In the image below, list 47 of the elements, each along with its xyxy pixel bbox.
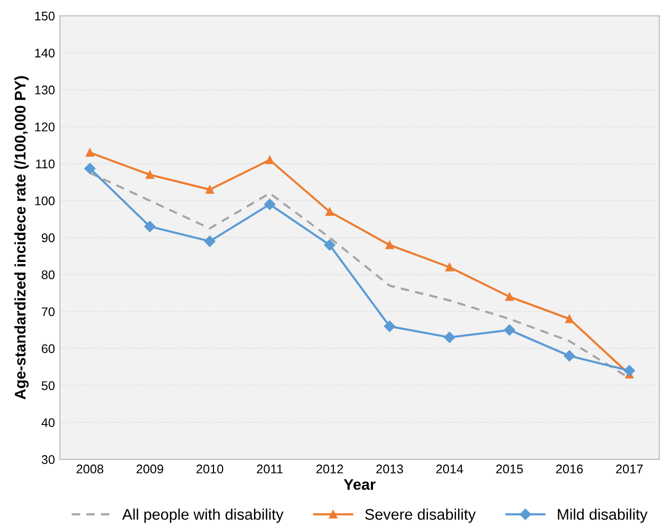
legend-label: Severe disability bbox=[365, 508, 476, 523]
point bbox=[264, 198, 276, 210]
y-tick-label: 50 bbox=[42, 381, 55, 390]
y-tick-label: 130 bbox=[35, 86, 55, 94]
point bbox=[444, 332, 456, 343]
y-tick-label: 110 bbox=[36, 159, 55, 168]
x-tick-label: 2014 bbox=[436, 464, 464, 474]
point bbox=[624, 365, 635, 376]
x-tick-label: 2013 bbox=[376, 464, 403, 474]
y-tick-label: 70 bbox=[42, 307, 55, 316]
x-tick-label: 2017 bbox=[616, 464, 643, 474]
point bbox=[86, 148, 94, 157]
y-tick-label: 80 bbox=[42, 270, 55, 280]
point bbox=[445, 263, 454, 272]
point bbox=[146, 170, 154, 179]
point bbox=[204, 236, 216, 247]
y-tick-label: 140 bbox=[35, 48, 55, 58]
point bbox=[206, 185, 214, 194]
x-tick-label: 2015 bbox=[496, 464, 523, 474]
x-tick-label: 2016 bbox=[556, 464, 583, 474]
point bbox=[504, 324, 516, 336]
y-tick-label: 60 bbox=[42, 344, 55, 354]
y-tick-label: 40 bbox=[41, 418, 55, 428]
point bbox=[384, 320, 396, 332]
point bbox=[564, 350, 576, 362]
point bbox=[385, 240, 394, 250]
point bbox=[266, 156, 274, 164]
x-tick-label: 2012 bbox=[316, 464, 343, 474]
point bbox=[324, 239, 336, 251]
y-tick-label: 120 bbox=[35, 122, 55, 132]
y-tick-label: 150 bbox=[35, 12, 55, 20]
legend-label: All people with disability bbox=[122, 508, 284, 523]
x-tick-label: 2009 bbox=[136, 464, 164, 474]
point bbox=[565, 314, 574, 324]
x-tick-label: 2011 bbox=[256, 464, 283, 474]
point bbox=[505, 292, 514, 301]
point bbox=[326, 208, 334, 216]
point bbox=[144, 220, 156, 232]
y-axis-title: Age-standardized incidece rate (/100,000 PY) bbox=[14, 76, 29, 400]
legend-label: Mild disability bbox=[558, 508, 648, 523]
x-axis-title: Year bbox=[344, 479, 376, 490]
y-tick-label: 30 bbox=[42, 455, 55, 464]
point bbox=[84, 162, 96, 174]
y-tick-label: 90 bbox=[42, 233, 55, 242]
y-tick-label: 100 bbox=[35, 196, 55, 206]
x-tick-label: 2010 bbox=[196, 464, 224, 474]
x-tick-label: 2008 bbox=[76, 464, 104, 474]
